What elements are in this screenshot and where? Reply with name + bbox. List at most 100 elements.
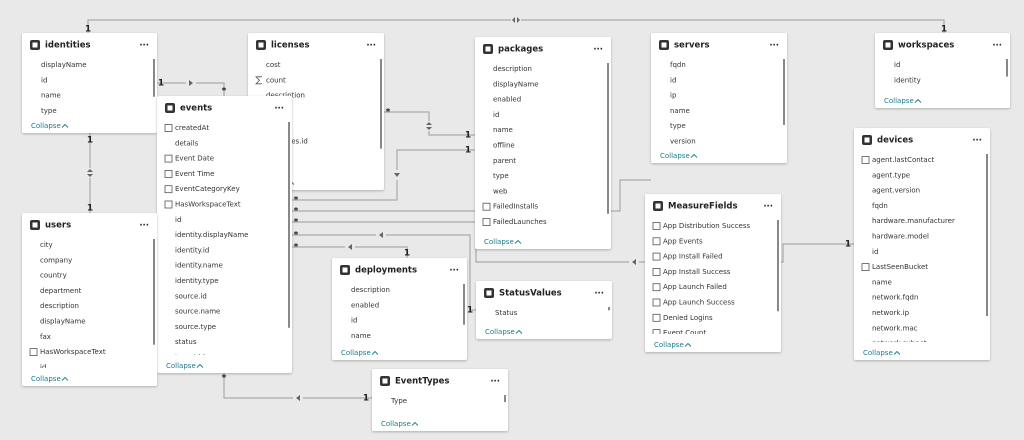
- field-name[interactable]: count: [266, 76, 286, 84]
- table-menu[interactable]: ...: [763, 200, 773, 210]
- field-name[interactable]: description: [351, 286, 390, 294]
- field-name[interactable]: id: [872, 248, 878, 256]
- field-name[interactable]: id: [493, 111, 499, 119]
- field-name[interactable]: App Launch Success: [663, 299, 735, 307]
- collapse-button[interactable]: Collapse: [884, 97, 914, 105]
- field-name[interactable]: id: [670, 76, 676, 84]
- table-card[interactable]: packages ... description displayName enabled…: [475, 37, 611, 249]
- field-name[interactable]: description: [493, 65, 532, 73]
- field-name[interactable]: hardware.model: [872, 233, 929, 241]
- collapse-button[interactable]: Collapse: [863, 349, 893, 357]
- field-name[interactable]: country: [40, 272, 67, 280]
- field-name[interactable]: type: [493, 172, 509, 180]
- table-menu[interactable]: ...: [972, 134, 982, 144]
- field-name[interactable]: description: [266, 92, 305, 100]
- field-name[interactable]: type: [670, 122, 686, 130]
- field-name[interactable]: HasWorkspaceText: [175, 201, 241, 209]
- table-card[interactable]: StatusValues ... Status Collapse: [476, 281, 612, 339]
- collapse-button[interactable]: Collapse: [660, 152, 690, 160]
- field-name[interactable]: version: [670, 138, 696, 146]
- table-menu[interactable]: ...: [139, 219, 149, 229]
- field-name[interactable]: EventCategoryKey: [175, 185, 240, 193]
- table-menu[interactable]: ...: [274, 102, 284, 112]
- field-name[interactable]: company: [40, 256, 72, 264]
- table-menu[interactable]: ...: [366, 39, 376, 49]
- table-menu[interactable]: ...: [593, 43, 603, 53]
- table-card[interactable]: devices ...agent.lastContactagent.typeage…: [854, 128, 990, 360]
- collapse-button[interactable]: Collapse: [381, 420, 411, 428]
- table-menu[interactable]: ...: [992, 39, 1002, 49]
- table-menu[interactable]: ...: [594, 287, 604, 297]
- field-name[interactable]: enabled: [493, 96, 521, 104]
- field-name[interactable]: Event Count: [663, 329, 706, 337]
- field-name[interactable]: agent.version: [872, 187, 920, 195]
- field-name[interactable]: id: [351, 317, 357, 325]
- field-name[interactable]: Event Time: [175, 170, 214, 178]
- field-name[interactable]: source.name: [175, 308, 220, 316]
- table-card[interactable]: workspaces ... id identity Collapse: [875, 33, 1010, 108]
- field-name[interactable]: App Events: [663, 237, 703, 245]
- field-name[interactable]: source.type: [175, 323, 216, 331]
- field-name[interactable]: Status: [495, 309, 518, 317]
- field-name[interactable]: LastSeenBucket: [872, 263, 928, 271]
- field-name[interactable]: target.id: [175, 354, 205, 362]
- table-menu[interactable]: ...: [139, 39, 149, 49]
- field-name[interactable]: source.id: [175, 292, 207, 300]
- field-name[interactable]: identity.id: [175, 246, 209, 254]
- field-name[interactable]: type: [41, 107, 57, 115]
- field-name[interactable]: Event Date: [175, 155, 214, 163]
- table-menu[interactable]: ...: [490, 375, 500, 385]
- table-card[interactable]: deployments ... description enabled id name Co…: [332, 258, 467, 360]
- table-card[interactable]: identities ... displayName id name type Collap…: [22, 33, 157, 133]
- table-card[interactable]: users ... city company country department desc…: [22, 213, 157, 386]
- field-name[interactable]: cost: [266, 61, 281, 69]
- table-menu[interactable]: ...: [769, 39, 779, 49]
- collapse-button[interactable]: Collapse: [484, 238, 514, 246]
- field-name[interactable]: fqdn: [670, 61, 686, 69]
- field-name[interactable]: department: [40, 287, 82, 295]
- field-name[interactable]: identity: [894, 76, 921, 84]
- collapse-button[interactable]: Collapse: [31, 122, 61, 130]
- table-card[interactable]: EventTypes ... Type Collapse: [372, 369, 508, 431]
- collapse-button[interactable]: Collapse: [341, 349, 371, 357]
- field-name[interactable]: id: [175, 216, 181, 224]
- field-name[interactable]: name: [41, 92, 61, 100]
- field-name[interactable]: FailedInstalls: [493, 203, 538, 211]
- field-name[interactable]: offline: [493, 142, 515, 150]
- field-name[interactable]: agent.type: [872, 171, 910, 179]
- field-name[interactable]: HasWorkspaceText: [40, 348, 106, 356]
- collapse-button[interactable]: Collapse: [654, 341, 684, 349]
- field-name[interactable]: Denied Logins: [663, 314, 713, 322]
- field-name[interactable]: network.mac: [872, 324, 918, 332]
- field-name[interactable]: FailedLaunches: [493, 218, 547, 226]
- field-name[interactable]: ip: [670, 92, 677, 100]
- field-name[interactable]: fax: [40, 333, 51, 341]
- table-card[interactable]: MeasureFields ... App Distribution Success…: [645, 194, 781, 352]
- collapse-button[interactable]: Collapse: [485, 328, 515, 336]
- field-name[interactable]: name: [872, 278, 892, 286]
- field-name[interactable]: App Install Failed: [663, 253, 723, 261]
- field-name[interactable]: id: [41, 76, 47, 84]
- field-name[interactable]: name: [493, 126, 513, 134]
- field-name[interactable]: App Launch Failed: [663, 283, 727, 291]
- collapse-button[interactable]: Collapse: [166, 362, 196, 370]
- field-name[interactable]: hardware.manufacturer: [872, 217, 955, 225]
- field-name[interactable]: displayName: [493, 80, 539, 88]
- field-name[interactable]: displayName: [40, 318, 86, 326]
- collapse-button[interactable]: Collapse: [31, 375, 61, 383]
- field-name[interactable]: identity.displayName: [175, 231, 248, 239]
- field-name[interactable]: network.fqdn: [872, 294, 918, 302]
- table-card[interactable]: events ... createdAt details Event Date Event…: [157, 96, 292, 373]
- field-name[interactable]: id: [40, 363, 46, 371]
- field-name[interactable]: displayName: [41, 61, 87, 69]
- field-name[interactable]: city: [40, 241, 53, 249]
- field-name[interactable]: network.ip: [872, 309, 910, 317]
- field-name[interactable]: status: [175, 338, 197, 346]
- field-name[interactable]: App Distribution Success: [663, 222, 750, 230]
- field-name[interactable]: App Install Success: [663, 268, 731, 276]
- table-menu[interactable]: ...: [449, 264, 459, 274]
- field-name[interactable]: web: [493, 187, 508, 195]
- field-name[interactable]: agent.lastContact: [872, 156, 935, 164]
- field-name[interactable]: identity.name: [175, 262, 223, 270]
- field-name[interactable]: name: [670, 107, 690, 115]
